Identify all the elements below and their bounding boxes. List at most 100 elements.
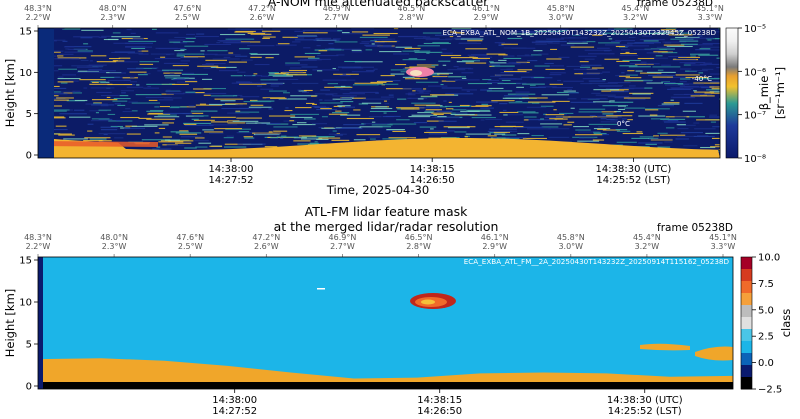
- backscatter-streak: [667, 119, 679, 122]
- backscatter-streak: [711, 88, 720, 90]
- backscatter-streak: [489, 128, 517, 130]
- backscatter-streak: [328, 47, 335, 49]
- backscatter-streak: [386, 115, 401, 117]
- backscatter-streak: [316, 70, 323, 72]
- backscatter-streak: [160, 56, 166, 58]
- backscatter-streak: [587, 30, 607, 32]
- backscatter-streak: [342, 73, 347, 75]
- backscatter-streak: [629, 29, 634, 31]
- backscatter-streak: [683, 86, 709, 88]
- backscatter-streak: [694, 91, 715, 93]
- backscatter-streak: [701, 87, 714, 89]
- backscatter-streak: [643, 80, 653, 82]
- backscatter-streak: [454, 131, 467, 133]
- backscatter-streak: [353, 109, 361, 111]
- backscatter-streak: [383, 100, 388, 102]
- backscatter-streak: [491, 100, 515, 102]
- backscatter-streak: [263, 36, 276, 38]
- backscatter-streak: [602, 71, 610, 73]
- backscatter-streak: [264, 146, 278, 148]
- bottom-ylabel: Height [km]: [3, 289, 17, 358]
- backscatter-streak: [293, 137, 307, 139]
- cbar-tick-label: 10⁻⁶: [744, 67, 766, 78]
- backscatter-streak: [678, 56, 700, 58]
- backscatter-streak: [158, 141, 184, 143]
- backscatter-streak: [531, 41, 547, 43]
- backscatter-streak: [98, 140, 112, 142]
- geo-lat-label: 46.5°N: [397, 4, 425, 13]
- backscatter-streak: [253, 133, 280, 136]
- cbar-tick-label: 2.5: [758, 332, 774, 343]
- cbar-class-swatch: [741, 317, 752, 330]
- backscatter-streak: [714, 38, 720, 40]
- backscatter-streak: [572, 34, 581, 36]
- backscatter-streak: [665, 28, 677, 30]
- backscatter-streak: [175, 132, 202, 134]
- backscatter-streak: [426, 52, 430, 54]
- backscatter-streak: [490, 62, 507, 64]
- backscatter-streak: [173, 42, 188, 44]
- backscatter-streak: [675, 36, 700, 39]
- backscatter-streak: [704, 92, 720, 94]
- backscatter-streak: [314, 49, 326, 51]
- backscatter-streak: [49, 91, 62, 93]
- backscatter-streak: [275, 44, 297, 46]
- backscatter-streak: [505, 121, 524, 123]
- backscatter-streak: [340, 85, 346, 87]
- backscatter-streak: [340, 101, 354, 103]
- backscatter-streak: [109, 72, 127, 74]
- cbar-class-swatch: [741, 305, 752, 318]
- backscatter-streak: [67, 48, 86, 50]
- backscatter-streak: [353, 139, 366, 141]
- backscatter-streak: [666, 76, 691, 78]
- backscatter-streak: [161, 83, 189, 86]
- backscatter-streak: [233, 95, 238, 97]
- backscatter-streak: [179, 130, 189, 132]
- backscatter-streak: [285, 107, 289, 109]
- top-cloud-core: [410, 70, 422, 76]
- bottom-colorbar: [741, 257, 752, 390]
- backscatter-streak: [714, 31, 720, 33]
- backscatter-streak: [301, 136, 329, 138]
- backscatter-streak: [411, 102, 436, 104]
- backscatter-streak: [593, 133, 607, 135]
- geo-lon-label: 2.9°W: [482, 242, 507, 251]
- backscatter-streak: [203, 94, 211, 96]
- backscatter-streak: [437, 116, 447, 118]
- backscatter-streak: [227, 122, 246, 124]
- backscatter-streak: [700, 85, 715, 87]
- backscatter-streak: [427, 72, 453, 74]
- geo-lat-label: 45.4°N: [621, 4, 649, 13]
- backscatter-streak: [716, 57, 720, 59]
- backscatter-streak: [318, 137, 341, 139]
- backscatter-streak: [351, 49, 362, 51]
- backscatter-streak: [296, 122, 307, 124]
- cbar-class-swatch: [741, 329, 752, 342]
- backscatter-streak: [89, 83, 113, 85]
- backscatter-streak: [661, 81, 670, 83]
- backscatter-streak: [95, 112, 100, 114]
- backscatter-streak: [689, 70, 708, 72]
- backscatter-streak: [159, 105, 170, 108]
- backscatter-streak: [550, 65, 565, 67]
- backscatter-streak: [515, 100, 523, 103]
- backscatter-streak: [538, 86, 557, 88]
- backscatter-streak: [144, 124, 169, 126]
- backscatter-streak: [354, 61, 383, 63]
- backscatter-streak: [393, 130, 402, 132]
- cbar-tick-label: 10.0: [758, 253, 780, 264]
- backscatter-streak: [474, 56, 493, 58]
- backscatter-streak: [212, 58, 240, 60]
- backscatter-streak: [509, 33, 538, 35]
- backscatter-streak: [638, 115, 666, 117]
- backscatter-streak: [544, 62, 554, 65]
- backscatter-streak: [487, 28, 492, 30]
- backscatter-streak: [480, 119, 485, 121]
- top-yticks: 0 5 10 15: [19, 27, 38, 162]
- backscatter-streak: [185, 91, 196, 93]
- backscatter-streak: [471, 32, 491, 34]
- backscatter-streak: [597, 115, 622, 117]
- backscatter-streak: [664, 42, 672, 44]
- backscatter-streak: [269, 78, 299, 81]
